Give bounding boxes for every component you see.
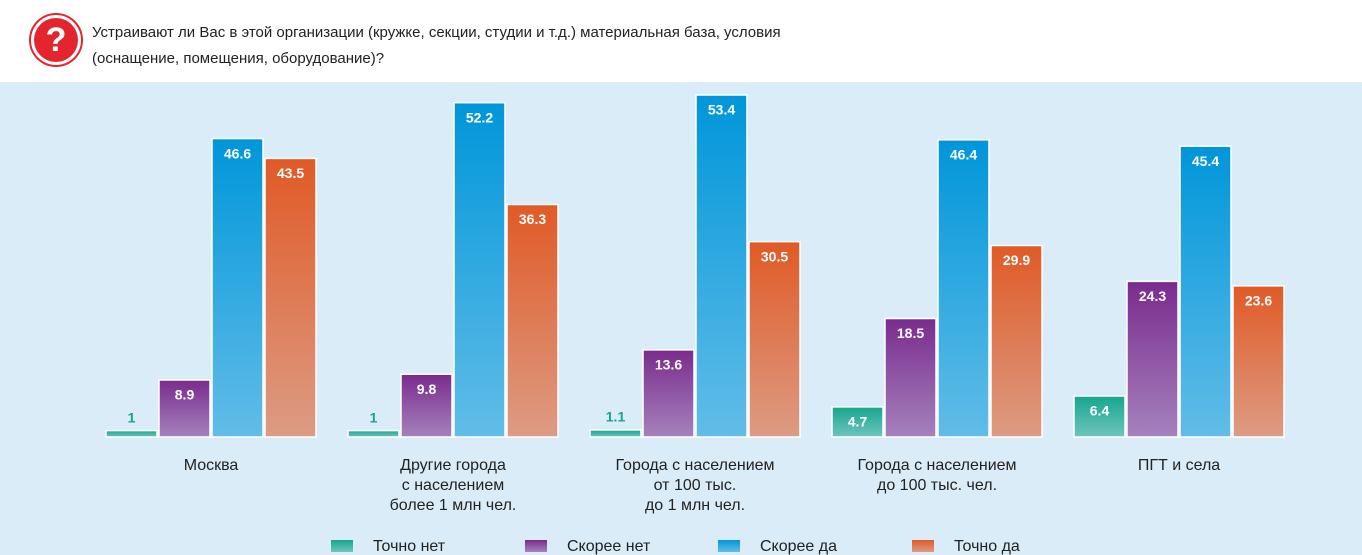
legend-swatch (718, 540, 740, 552)
legend-swatch (912, 540, 934, 552)
x-tick-label: Города с населением до 100 тыс. чел. (857, 457, 1016, 494)
value-label: 52.2 (466, 109, 493, 125)
value-label: 1 (370, 409, 378, 425)
value-label: 23.6 (1245, 293, 1272, 309)
value-label: 6.4 (1090, 403, 1110, 419)
value-label: 9.8 (417, 381, 437, 397)
value-label: 46.6 (224, 145, 251, 161)
bar (748, 240, 801, 438)
title-line: Устраивают ли Вас в этой организации (кр… (92, 24, 781, 41)
bar (1126, 280, 1179, 438)
bar (506, 203, 559, 438)
value-label: 53.4 (708, 102, 735, 118)
bar (1179, 145, 1232, 438)
title-line: (оснащение, помещения, оборудование)? (92, 50, 384, 67)
x-tick-label: Москва (184, 457, 239, 474)
value-label: 1 (128, 409, 136, 425)
bar (453, 101, 506, 438)
bar (937, 139, 990, 438)
legend-label: Скорее нет (567, 538, 651, 555)
bar (264, 157, 317, 438)
value-label: 43.5 (277, 165, 304, 181)
bar (1073, 395, 1126, 438)
question-mark: ? (46, 21, 67, 59)
value-label: 36.3 (519, 211, 546, 227)
bar (1232, 285, 1285, 438)
bar (884, 317, 937, 438)
bar (831, 406, 884, 438)
value-label: 4.7 (848, 414, 868, 430)
x-tick-label: Города с населением от 100 тыс. до 1 млн ч… (615, 457, 774, 514)
legend-swatch (331, 540, 353, 552)
bar (347, 429, 400, 438)
legend-swatch (525, 540, 547, 552)
question-icon (34, 18, 78, 62)
header-bg (0, 0, 1362, 82)
legend-label: Точно да (954, 538, 1020, 555)
x-tick-label: Другие города с населением более 1 млн чел… (390, 457, 517, 514)
x-tick-label: ПГТ и села (1138, 457, 1220, 474)
value-label: 45.4 (1192, 153, 1219, 169)
value-label: 46.4 (950, 147, 977, 163)
bar (642, 349, 695, 438)
value-label: 24.3 (1139, 288, 1166, 304)
value-label: 18.5 (897, 325, 924, 341)
bar (400, 373, 453, 438)
legend-label: Точно нет (373, 538, 446, 555)
bar (990, 244, 1043, 438)
value-label: 30.5 (761, 248, 788, 264)
value-label: 1.1 (606, 409, 626, 425)
bar (695, 94, 748, 438)
bar (158, 379, 211, 438)
legend-label: Скорее да (760, 538, 837, 555)
value-label: 13.6 (655, 357, 682, 373)
bar (211, 137, 264, 438)
bar (589, 429, 642, 438)
value-label: 8.9 (175, 387, 195, 403)
value-label: 29.9 (1003, 252, 1030, 268)
bar (105, 429, 158, 438)
